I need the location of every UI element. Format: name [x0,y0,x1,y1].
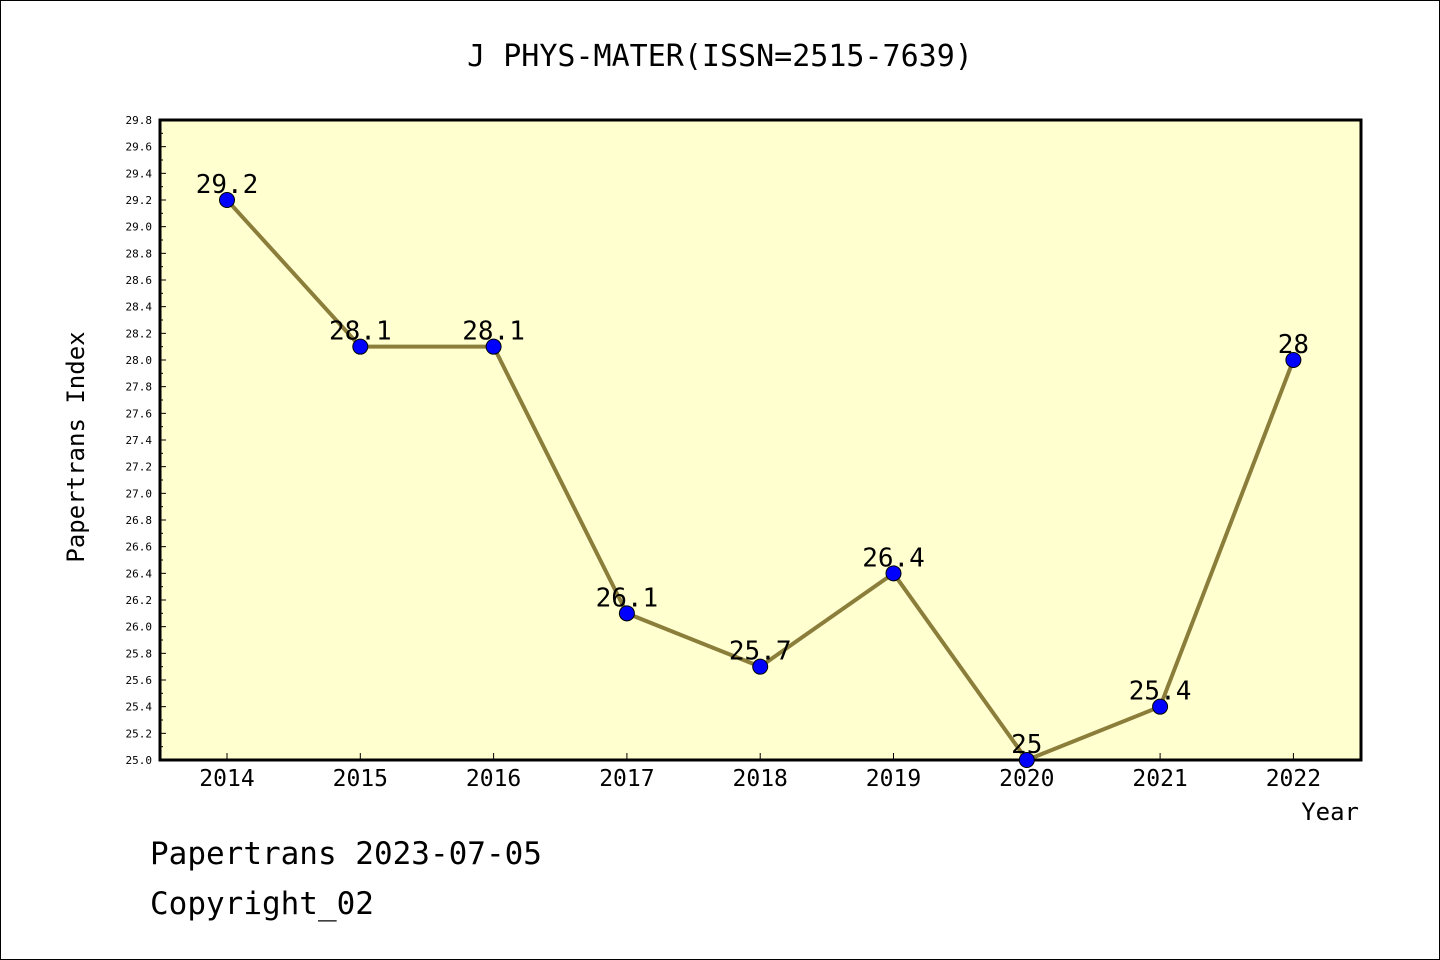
data-label: 25 [1011,730,1042,760]
x-tick-label: 2020 [999,766,1054,792]
data-point [1152,698,1169,715]
data-label: 25.4 [1129,677,1192,707]
data-point [1285,352,1302,368]
data-label: 28 [1278,330,1309,360]
y-tick-label: 25.2 [126,727,153,740]
chart-title: J PHYS-MATER(ISSN=2515-7639) [467,39,973,74]
data-point [752,658,769,675]
x-tick-label: 2015 [333,766,388,792]
footer-date: Papertrans 2023-07-05 [150,836,542,872]
y-tick-label: 27.0 [126,487,153,500]
y-axis-ticks: 25.0 25.2 25.4 25.6 25.8 26.0 26.2 26.4 26.6 26.8… [126,114,166,767]
y-tick-label: 26.6 [126,541,153,554]
y-tick-label: 27.4 [126,434,153,447]
x-tick-label: 2016 [466,766,521,792]
y-tick-label: 29.0 [126,221,153,234]
y-tick-label: 28.8 [126,247,153,260]
y-tick-label: 29.6 [126,141,153,154]
data-point [485,338,502,355]
y-tick-label: 27.2 [126,461,153,474]
data-label: 25.7 [729,637,792,667]
data-point [885,565,902,582]
data-label: 28.1 [329,317,392,347]
y-axis-label: Papertrans Index [62,331,90,562]
x-tick-label: 2019 [866,766,921,792]
marker-group [219,192,1302,768]
y-tick-label: 26.2 [126,594,153,607]
x-axis-ticks: 2014 2015 2016 2017 2018 2019 2020 2021 2022 [199,753,1321,792]
y-tick-label: 25.0 [126,754,153,767]
y-tick-label: 27.8 [126,381,153,394]
data-label-group: 29.2 28.1 28.1 26.1 25.7 26.4 25 25.4 28 [196,170,1309,760]
y-tick-label: 26.0 [126,621,153,634]
footer-copyright: Copyright_02 [150,886,374,922]
y-tick-label: 26.8 [126,514,153,527]
y-tick-label: 26.4 [126,567,153,580]
data-label: 26.1 [596,583,659,613]
data-label: 28.1 [462,317,525,347]
y-tick-label: 28.4 [126,301,153,314]
y-tick-label: 29.2 [126,194,153,207]
data-label: 26.4 [862,543,925,573]
y-tick-label: 25.6 [126,674,153,687]
y-tick-label: 28.2 [126,327,153,340]
y-tick-label: 29.8 [126,114,153,127]
data-label: 29.2 [196,170,259,200]
y-tick-label: 28.6 [126,274,153,287]
y-tick-label: 28.0 [126,354,153,367]
data-point [1018,752,1035,768]
data-point [219,192,235,208]
x-tick-label: 2014 [199,766,254,792]
x-tick-label: 2021 [1132,766,1187,792]
y-tick-label: 29.4 [126,167,153,180]
x-axis-label: Year [1301,798,1359,826]
x-tick-label: 2018 [733,766,788,792]
y-tick-label: 25.8 [126,647,153,660]
y-tick-label: 25.4 [126,701,153,714]
plot-area [158,118,1363,762]
x-tick-label: 2017 [599,766,654,792]
x-tick-label: 2022 [1266,766,1321,792]
data-point [352,338,369,355]
y-tick-label: 27.6 [126,407,153,420]
data-point [618,605,635,622]
